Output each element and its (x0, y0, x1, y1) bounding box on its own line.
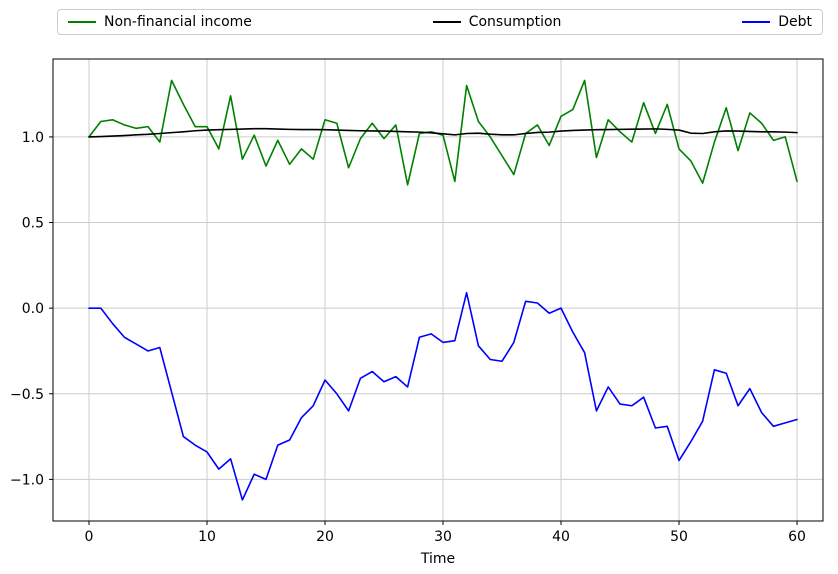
y-tick-label: −0.5 (10, 387, 44, 403)
x-tick-label: 0 (85, 529, 94, 545)
legend-label-consumption: Consumption (468, 14, 562, 30)
legend-line-swatch-blue (742, 21, 771, 23)
plot-frame (52, 58, 824, 522)
legend-label-debt: Debt (778, 14, 812, 30)
debt-line (88, 291, 798, 501)
grid (53, 59, 823, 521)
x-tick-label: 40 (552, 529, 570, 545)
legend-entry-debt: Debt (742, 15, 812, 29)
y-tick-label: 0.5 (22, 216, 44, 232)
x-tick-label: 50 (670, 529, 688, 545)
x-tick-label: 30 (434, 529, 452, 545)
axes: 0 10 20 30 40 50 60 1.0 0.5 0.0 −0.5 −1.0 (10, 58, 824, 545)
x-tick-label: 20 (316, 529, 334, 545)
series-lines (88, 79, 798, 501)
legend-label-non-financial-income: Non-financial income (104, 14, 252, 30)
legend-line-swatch-green (68, 21, 96, 23)
y-tick-label: −1.0 (10, 472, 44, 488)
legend-line-swatch-black (432, 21, 461, 23)
x-tick-label: 60 (788, 529, 806, 545)
x-axis-label: Time (420, 551, 455, 567)
consumption-line (88, 127, 798, 138)
y-tick-label: 1.0 (22, 130, 44, 146)
y-tick-label: 0.0 (22, 301, 44, 317)
legend-entry-consumption: Consumption (432, 14, 562, 30)
legend: Non-financial income Consumption Debt (57, 9, 823, 35)
non-financial-income-line (88, 79, 798, 186)
x-tick-label: 10 (198, 529, 216, 545)
legend-entry-non-financial-income: Non-financial income (68, 15, 252, 29)
